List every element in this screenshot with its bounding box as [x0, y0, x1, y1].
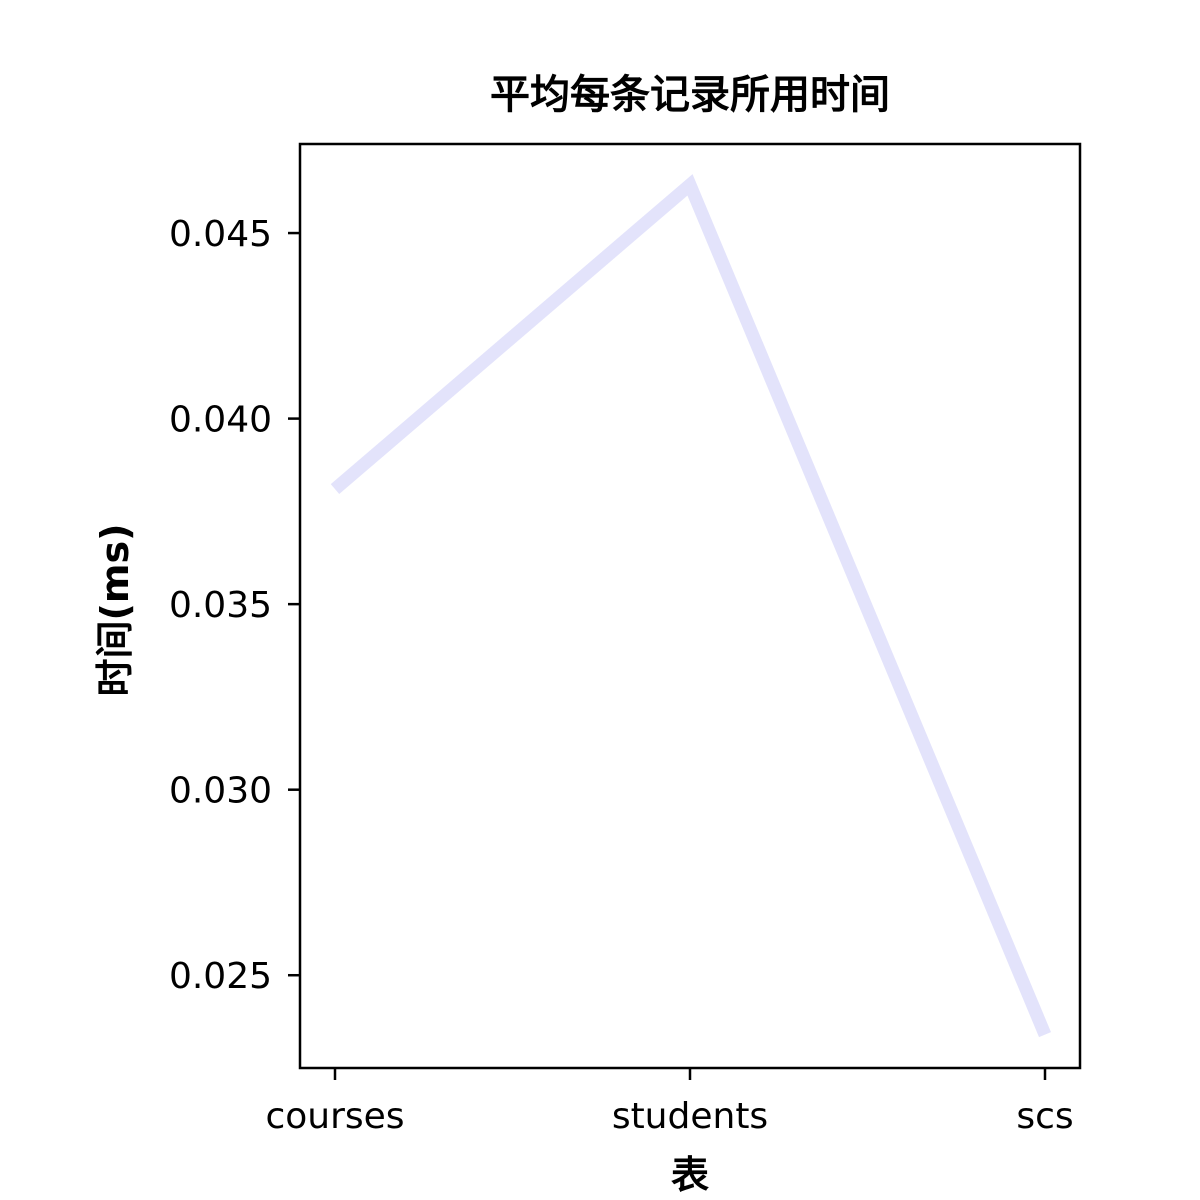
data-point: [335, 489, 336, 490]
y-tick-label: 0.025: [169, 956, 272, 997]
y-tick-label: 0.030: [169, 771, 272, 812]
y-tick-label: 0.040: [169, 400, 272, 441]
x-axis: courses students scs: [265, 1068, 1074, 1137]
data-point: [690, 184, 691, 185]
y-tick-label: 0.035: [169, 585, 272, 626]
x-tick-label: scs: [1016, 1096, 1073, 1137]
series-layer: [330, 174, 1051, 1038]
x-tick-label: students: [612, 1096, 768, 1137]
plot-frame: [298, 142, 1082, 1070]
data-point: [1045, 1034, 1046, 1035]
x-axis-label: 表: [671, 1153, 709, 1197]
x-tick-label: courses: [265, 1096, 404, 1137]
y-axis-label: 时间(ms): [93, 524, 137, 697]
y-tick-label: 0.045: [169, 214, 272, 255]
chart-title: 平均每条记录所用时间: [490, 72, 890, 118]
series-line: [330, 174, 1051, 1038]
y-axis: 0.025 0.030 0.035 0.040 0.045: [169, 214, 300, 997]
